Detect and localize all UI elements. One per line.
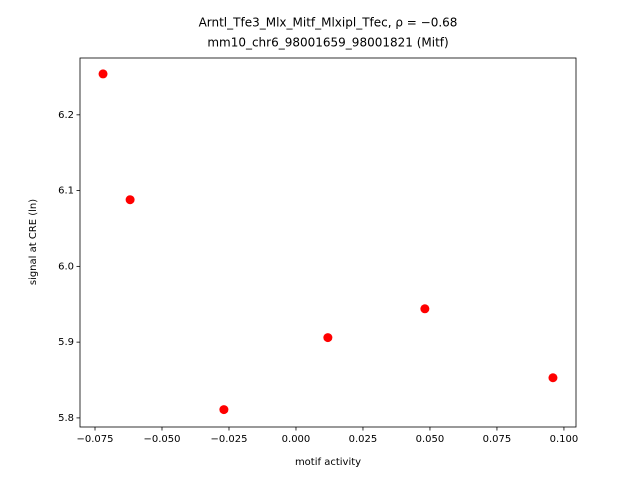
y-tick-label: 6.1 (58, 186, 74, 197)
chart-subtitle: mm10_chr6_98001659_98001821 (Mitf) (207, 36, 448, 50)
x-tick-label: 0.075 (483, 434, 512, 445)
x-tick-label: 0.050 (416, 434, 445, 445)
x-tick-label: 0.000 (282, 434, 311, 445)
x-tick-label: −0.075 (76, 434, 113, 445)
point (323, 333, 333, 343)
point (548, 373, 558, 383)
x-tick-label: 0.025 (349, 434, 378, 445)
point (98, 69, 108, 79)
plot-frame (79, 57, 577, 428)
x-axis-label: motif activity (295, 457, 361, 468)
y-axis-label: signal at CRE (ln) (28, 199, 39, 285)
y-tick-label: 5.9 (58, 337, 74, 348)
y-tick-label: 6.0 (58, 261, 74, 272)
point (420, 304, 430, 314)
y-tick-label: 6.2 (58, 110, 74, 121)
x-tick-label: −0.050 (143, 434, 180, 445)
chart-title: Arntl_Tfe3_Mlx_Mitf_Mlxipl_Tfec, ρ = −0.… (199, 16, 458, 30)
point (219, 405, 229, 415)
x-tick-label: −0.025 (210, 434, 247, 445)
point (125, 195, 135, 205)
x-tick-label: 0.100 (550, 434, 579, 445)
y-tick-label: 5.8 (58, 413, 74, 424)
